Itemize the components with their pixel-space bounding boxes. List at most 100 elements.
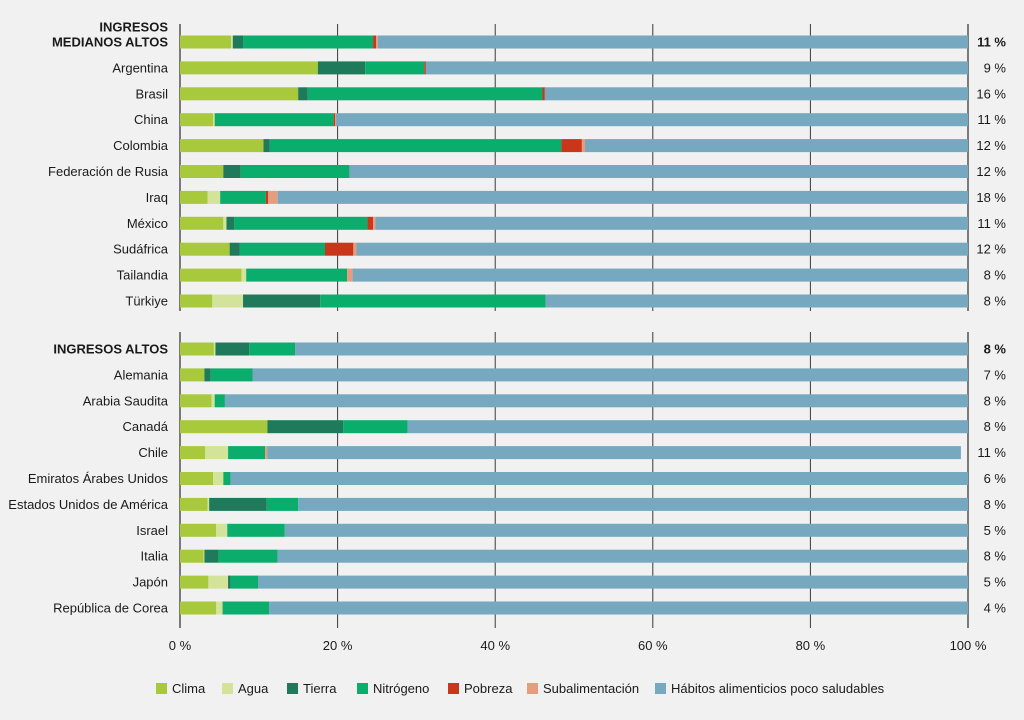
pct-brasil: 16 % — [976, 86, 1006, 101]
bar-chile-nitrogeno — [228, 446, 266, 460]
bar-iraq-subalimentacion — [268, 190, 278, 204]
legend-swatch-nitrogeno — [357, 683, 368, 694]
bar-turkiye-clima — [180, 294, 213, 308]
bar-alemania-habitos — [252, 368, 969, 382]
bar-tailandia-habitos — [352, 268, 968, 282]
label-estados-unidos-de-america: Estados Unidos de América — [8, 497, 168, 512]
bar-chile-clima — [180, 446, 206, 460]
legend-label-agua: Agua — [238, 681, 269, 696]
x-tick-3: 60 % — [638, 638, 668, 653]
bar-ingresos-medianos-altos-clima — [180, 35, 232, 49]
bar-federacion-de-rusia-nitrogeno — [240, 165, 350, 178]
pct-colombia: 12 % — [976, 138, 1006, 153]
bar-ingresos-medianos-altos-habitos — [377, 35, 969, 49]
bar-canada-habitos — [407, 420, 968, 434]
bar-alemania-nitrogeno — [210, 368, 253, 382]
bar-mexico-subalimentacion — [373, 216, 376, 230]
bar-tailandia-subalimentacion — [347, 268, 353, 282]
pct-turkiye: 8 % — [984, 294, 1007, 309]
bar-italia-nitrogeno — [218, 549, 278, 563]
bar-canada-nitrogeno — [343, 420, 408, 434]
bar-iraq-agua — [207, 190, 221, 204]
bar-brasil-tierra — [298, 87, 308, 101]
bar-tailandia-clima — [180, 268, 242, 282]
legend-label-nitrogeno: Nitrógeno — [373, 681, 429, 696]
label-tailandia: Tailandia — [117, 268, 169, 283]
bar-ingresos-medianos-altos-pobreza — [373, 35, 377, 49]
pct-argentina: 9 % — [984, 60, 1007, 75]
bar-iraq-clima — [180, 190, 208, 204]
label-canada: Canadá — [122, 419, 168, 434]
bar-israel-clima — [180, 523, 217, 537]
label-chile: Chile — [138, 445, 168, 460]
bar-federacion-de-rusia-habitos — [349, 165, 968, 178]
bar-sudafrica-subalimentacion — [353, 242, 357, 256]
bar-iraq-pobreza — [265, 190, 269, 204]
bar-republica-de-corea-habitos — [269, 601, 968, 615]
bar-republica-de-corea-clima — [180, 601, 217, 615]
bar-brasil-pobreza — [542, 87, 545, 101]
label-ingresos-medianos-altos: INGRESOS MEDIANOS ALTOS — [52, 20, 168, 50]
bar-italia-habitos — [277, 549, 968, 563]
bar-china-habitos — [336, 113, 968, 127]
pct-tailandia: 8 % — [984, 268, 1007, 283]
pct-japon: 5 % — [984, 575, 1007, 590]
label-arabia-saudita: Arabia Saudita — [83, 393, 169, 408]
percentage-labels: 11 % 9 % 16 % 11 % 12 % 12 % 18 % 11 % 12 % 8 % 8 … — [976, 35, 1006, 616]
bar-brasil-clima — [180, 87, 299, 101]
bar-argentina-habitos — [425, 61, 969, 75]
bar-israel-nitrogeno — [227, 523, 285, 537]
label-republica-de-corea: República de Corea — [53, 601, 169, 616]
bar-china-subalimentacion — [335, 113, 337, 127]
legend-label-pobreza: Pobreza — [464, 681, 513, 696]
pct-estados-unidos-de-america: 8 % — [984, 497, 1007, 512]
bar-sudafrica-tierra — [229, 242, 240, 256]
bar-colombia-clima — [180, 139, 264, 153]
bar-estados-unidos-de-america-nitrogeno — [266, 497, 299, 511]
bar-ingresos-altos-habitos — [295, 342, 969, 356]
bar-republica-de-corea-nitrogeno — [222, 601, 270, 615]
bar-turkiye-habitos — [545, 294, 968, 308]
bar-sudafrica-clima — [180, 242, 230, 256]
bar-estados-unidos-de-america-clima — [180, 497, 208, 511]
bar-ingresos-medianos-altos-nitrogeno — [243, 35, 374, 49]
bar-japon-habitos — [258, 575, 969, 589]
bar-mexico-clima — [180, 216, 224, 230]
legend-label-clima: Clima — [172, 681, 206, 696]
bar-japon-nitrogeno — [230, 575, 259, 589]
bar-canada-clima — [180, 420, 268, 434]
bar-chile-habitos — [267, 446, 961, 460]
bar-ingresos-medianos-altos-tierra — [232, 35, 244, 49]
bar-tailandia-agua — [241, 268, 247, 282]
bar-japon-agua — [208, 575, 229, 589]
label-sudafrica: Sudáfrica — [113, 242, 169, 257]
bar-colombia-pobreza — [561, 139, 582, 153]
bar-ingresos-medianos-altos-agua — [231, 35, 233, 49]
legend-label-tierra: Tierra — [303, 681, 337, 696]
bar-argentina-nitrogeno — [365, 61, 425, 75]
label-iraq: Iraq — [146, 190, 168, 205]
label-federacion-de-rusia: Federación de Rusia — [48, 164, 169, 179]
bar-ingresos-altos-agua — [213, 342, 216, 356]
bar-colombia-subalimentacion — [581, 139, 586, 153]
pct-alemania: 7 % — [984, 367, 1007, 382]
label-italia: Italia — [141, 549, 169, 564]
bar-colombia-habitos — [585, 139, 968, 153]
bar-mexico-agua — [223, 216, 227, 230]
x-tick-2: 40 % — [480, 638, 510, 653]
label-israel: Israel — [136, 523, 168, 538]
bar-italia-tierra — [204, 549, 219, 563]
bar-alemania-clima — [180, 368, 205, 382]
pct-china: 11 % — [977, 112, 1006, 127]
label-turkiye: Türkiye — [125, 294, 168, 309]
legend: Clima Agua Tierra Nitrógeno Pobreza Subalimen… — [156, 681, 885, 696]
x-tick-1: 20 % — [323, 638, 353, 653]
legend-swatch-clima — [156, 683, 167, 694]
bar-turkiye-tierra — [243, 294, 321, 308]
pct-federacion-de-rusia: 12 % — [976, 164, 1006, 179]
bar-alemania-tierra — [204, 368, 211, 382]
bar-arabia-saudita-clima — [180, 394, 212, 408]
bar-chile-subalimentacion — [265, 446, 268, 460]
bar-republica-de-corea-agua — [216, 601, 223, 615]
bar-arabia-saudita-agua — [211, 394, 215, 408]
